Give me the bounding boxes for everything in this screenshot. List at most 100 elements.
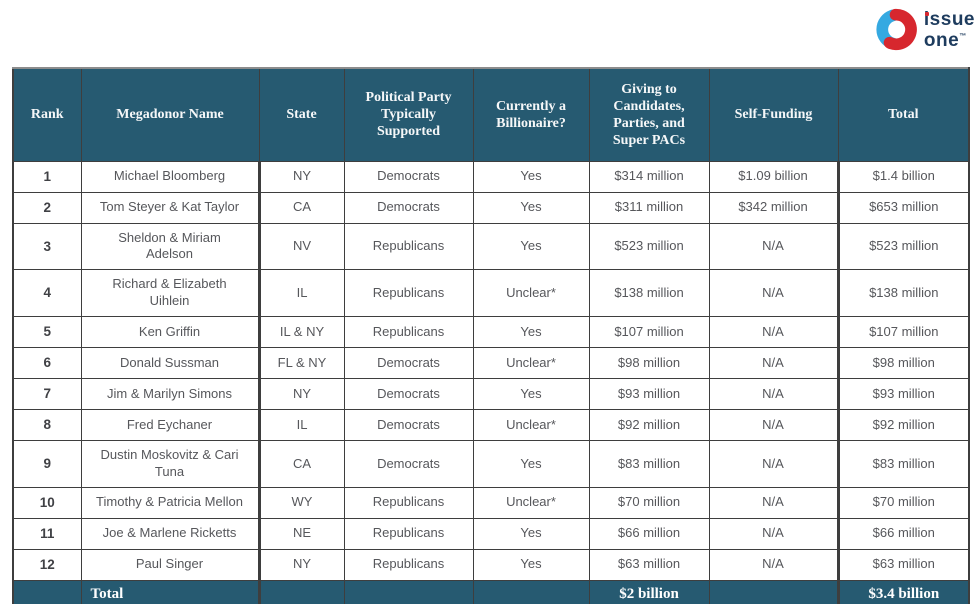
table-row: 5 Ken Griffin IL & NY Republicans Yes $1… [12, 316, 970, 349]
total-label: Total [80, 579, 260, 604]
total-state-cell [257, 579, 345, 604]
cell-self-funding: $1.09 billion [708, 160, 839, 193]
cell-total: $83 million [836, 440, 970, 488]
cell-total: $107 million [836, 316, 970, 349]
table-row: 2 Tom Steyer & Kat Taylor CA Democrats Y… [12, 191, 970, 224]
table-row: 12 Paul Singer NY Republicans Yes $63 mi… [12, 548, 970, 581]
cell-giving: $138 million [588, 269, 710, 318]
cell-total: $523 million [836, 222, 970, 271]
megadonors-table: Rank Megadonor Name State Political Part… [12, 67, 970, 604]
cell-state: IL & NY [257, 316, 345, 349]
cell-party: Democrats [343, 409, 474, 442]
cell-megadonor-name: Tom Steyer & Kat Taylor [80, 191, 260, 224]
cell-self-funding: N/A [708, 486, 839, 519]
cell-party: Republicans [343, 517, 474, 550]
cell-megadonor-name: Sheldon & Miriam Adelson [80, 222, 260, 271]
cell-total: $92 million [836, 409, 970, 442]
cell-giving: $523 million [588, 222, 710, 271]
cell-billionaire: Yes [472, 517, 590, 550]
logo-i-dot [924, 12, 929, 16]
cell-rank: 7 [12, 378, 82, 411]
cell-billionaire: Yes [472, 222, 590, 271]
trademark-symbol: ™ [959, 32, 967, 40]
cell-party: Democrats [343, 378, 474, 411]
total-party-cell [343, 579, 474, 604]
total-total-value: $3.4 billion [836, 579, 970, 604]
cell-state: NY [257, 548, 345, 581]
cell-rank: 12 [12, 548, 82, 581]
cell-rank: 1 [12, 160, 82, 193]
cell-self-funding: N/A [708, 222, 839, 271]
cell-billionaire: Yes [472, 440, 590, 488]
total-rank-cell [12, 579, 82, 604]
cell-megadonor-name: Timothy & Patricia Mellon [80, 486, 260, 519]
cell-giving: $66 million [588, 517, 710, 550]
cell-state: NY [257, 160, 345, 193]
cell-self-funding: N/A [708, 378, 839, 411]
cell-total: $653 million [836, 191, 970, 224]
cell-total: $138 million [836, 269, 970, 318]
cell-party: Democrats [343, 160, 474, 193]
col-header-rank: Rank [12, 67, 82, 162]
col-header-self-funding: Self-Funding [708, 67, 839, 162]
table-row: 6 Donald Sussman FL & NY Democrats Uncle… [12, 347, 970, 380]
header-row: Rank Megadonor Name State Political Part… [12, 67, 970, 162]
cell-party: Republicans [343, 486, 474, 519]
cell-state: FL & NY [257, 347, 345, 380]
cell-billionaire: Unclear* [472, 486, 590, 519]
cell-billionaire: Unclear* [472, 269, 590, 318]
cell-total: $98 million [836, 347, 970, 380]
cell-rank: 10 [12, 486, 82, 519]
cell-rank: 4 [12, 269, 82, 318]
cell-rank: 5 [12, 316, 82, 349]
cell-party: Republicans [343, 222, 474, 271]
cell-megadonor-name: Michael Bloomberg [80, 160, 260, 193]
cell-total: $1.4 billion [836, 160, 970, 193]
cell-party: Republicans [343, 269, 474, 318]
issue-one-swirl-icon [876, 8, 917, 51]
cell-giving: $314 million [588, 160, 710, 193]
cell-total: $70 million [836, 486, 970, 519]
cell-giving: $92 million [588, 409, 710, 442]
cell-total: $93 million [836, 378, 970, 411]
col-header-total: Total [837, 67, 970, 162]
cell-rank: 3 [12, 222, 82, 271]
cell-megadonor-name: Jim & Marilyn Simons [80, 378, 260, 411]
cell-party: Democrats [343, 191, 474, 224]
cell-megadonor-name: Fred Eychaner [80, 409, 260, 442]
cell-megadonor-name: Dustin Moskovitz & Cari Tuna [80, 440, 260, 488]
cell-party: Democrats [343, 347, 474, 380]
cell-giving: $107 million [588, 316, 710, 349]
cell-total: $66 million [836, 517, 970, 550]
cell-megadonor-name: Donald Sussman [80, 347, 260, 380]
cell-megadonor-name: Joe & Marlene Ricketts [80, 517, 260, 550]
total-row: Total $2 billion $3.4 billion [12, 579, 970, 604]
issue-one-wordmark: issue one™ [924, 10, 975, 50]
cell-megadonor-name: Ken Griffin [80, 316, 260, 349]
cell-party: Republicans [343, 316, 474, 349]
col-header-state: State [258, 67, 345, 162]
total-billionaire-cell [472, 579, 590, 604]
cell-self-funding: N/A [708, 409, 839, 442]
cell-rank: 8 [12, 409, 82, 442]
cell-state: IL [257, 409, 345, 442]
cell-giving: $98 million [588, 347, 710, 380]
cell-state: NE [257, 517, 345, 550]
cell-billionaire: Unclear* [472, 347, 590, 380]
cell-self-funding: N/A [708, 440, 839, 488]
table-row: 1 Michael Bloomberg NY Democrats Yes $31… [12, 160, 970, 193]
cell-billionaire: Yes [472, 548, 590, 581]
cell-giving: $311 million [588, 191, 710, 224]
cell-state: NV [257, 222, 345, 271]
cell-giving: $93 million [588, 378, 710, 411]
cell-billionaire: Unclear* [472, 409, 590, 442]
table-row: 7 Jim & Marilyn Simons NY Democrats Yes … [12, 378, 970, 411]
cell-rank: 9 [12, 440, 82, 488]
cell-state: NY [257, 378, 345, 411]
cell-state: CA [257, 440, 345, 488]
cell-total: $63 million [836, 548, 970, 581]
cell-party: Republicans [343, 548, 474, 581]
cell-billionaire: Yes [472, 191, 590, 224]
table-row: 3 Sheldon & Miriam Adelson NV Republican… [12, 222, 970, 271]
cell-megadonor-name: Richard & Elizabeth Uihlein [80, 269, 260, 318]
